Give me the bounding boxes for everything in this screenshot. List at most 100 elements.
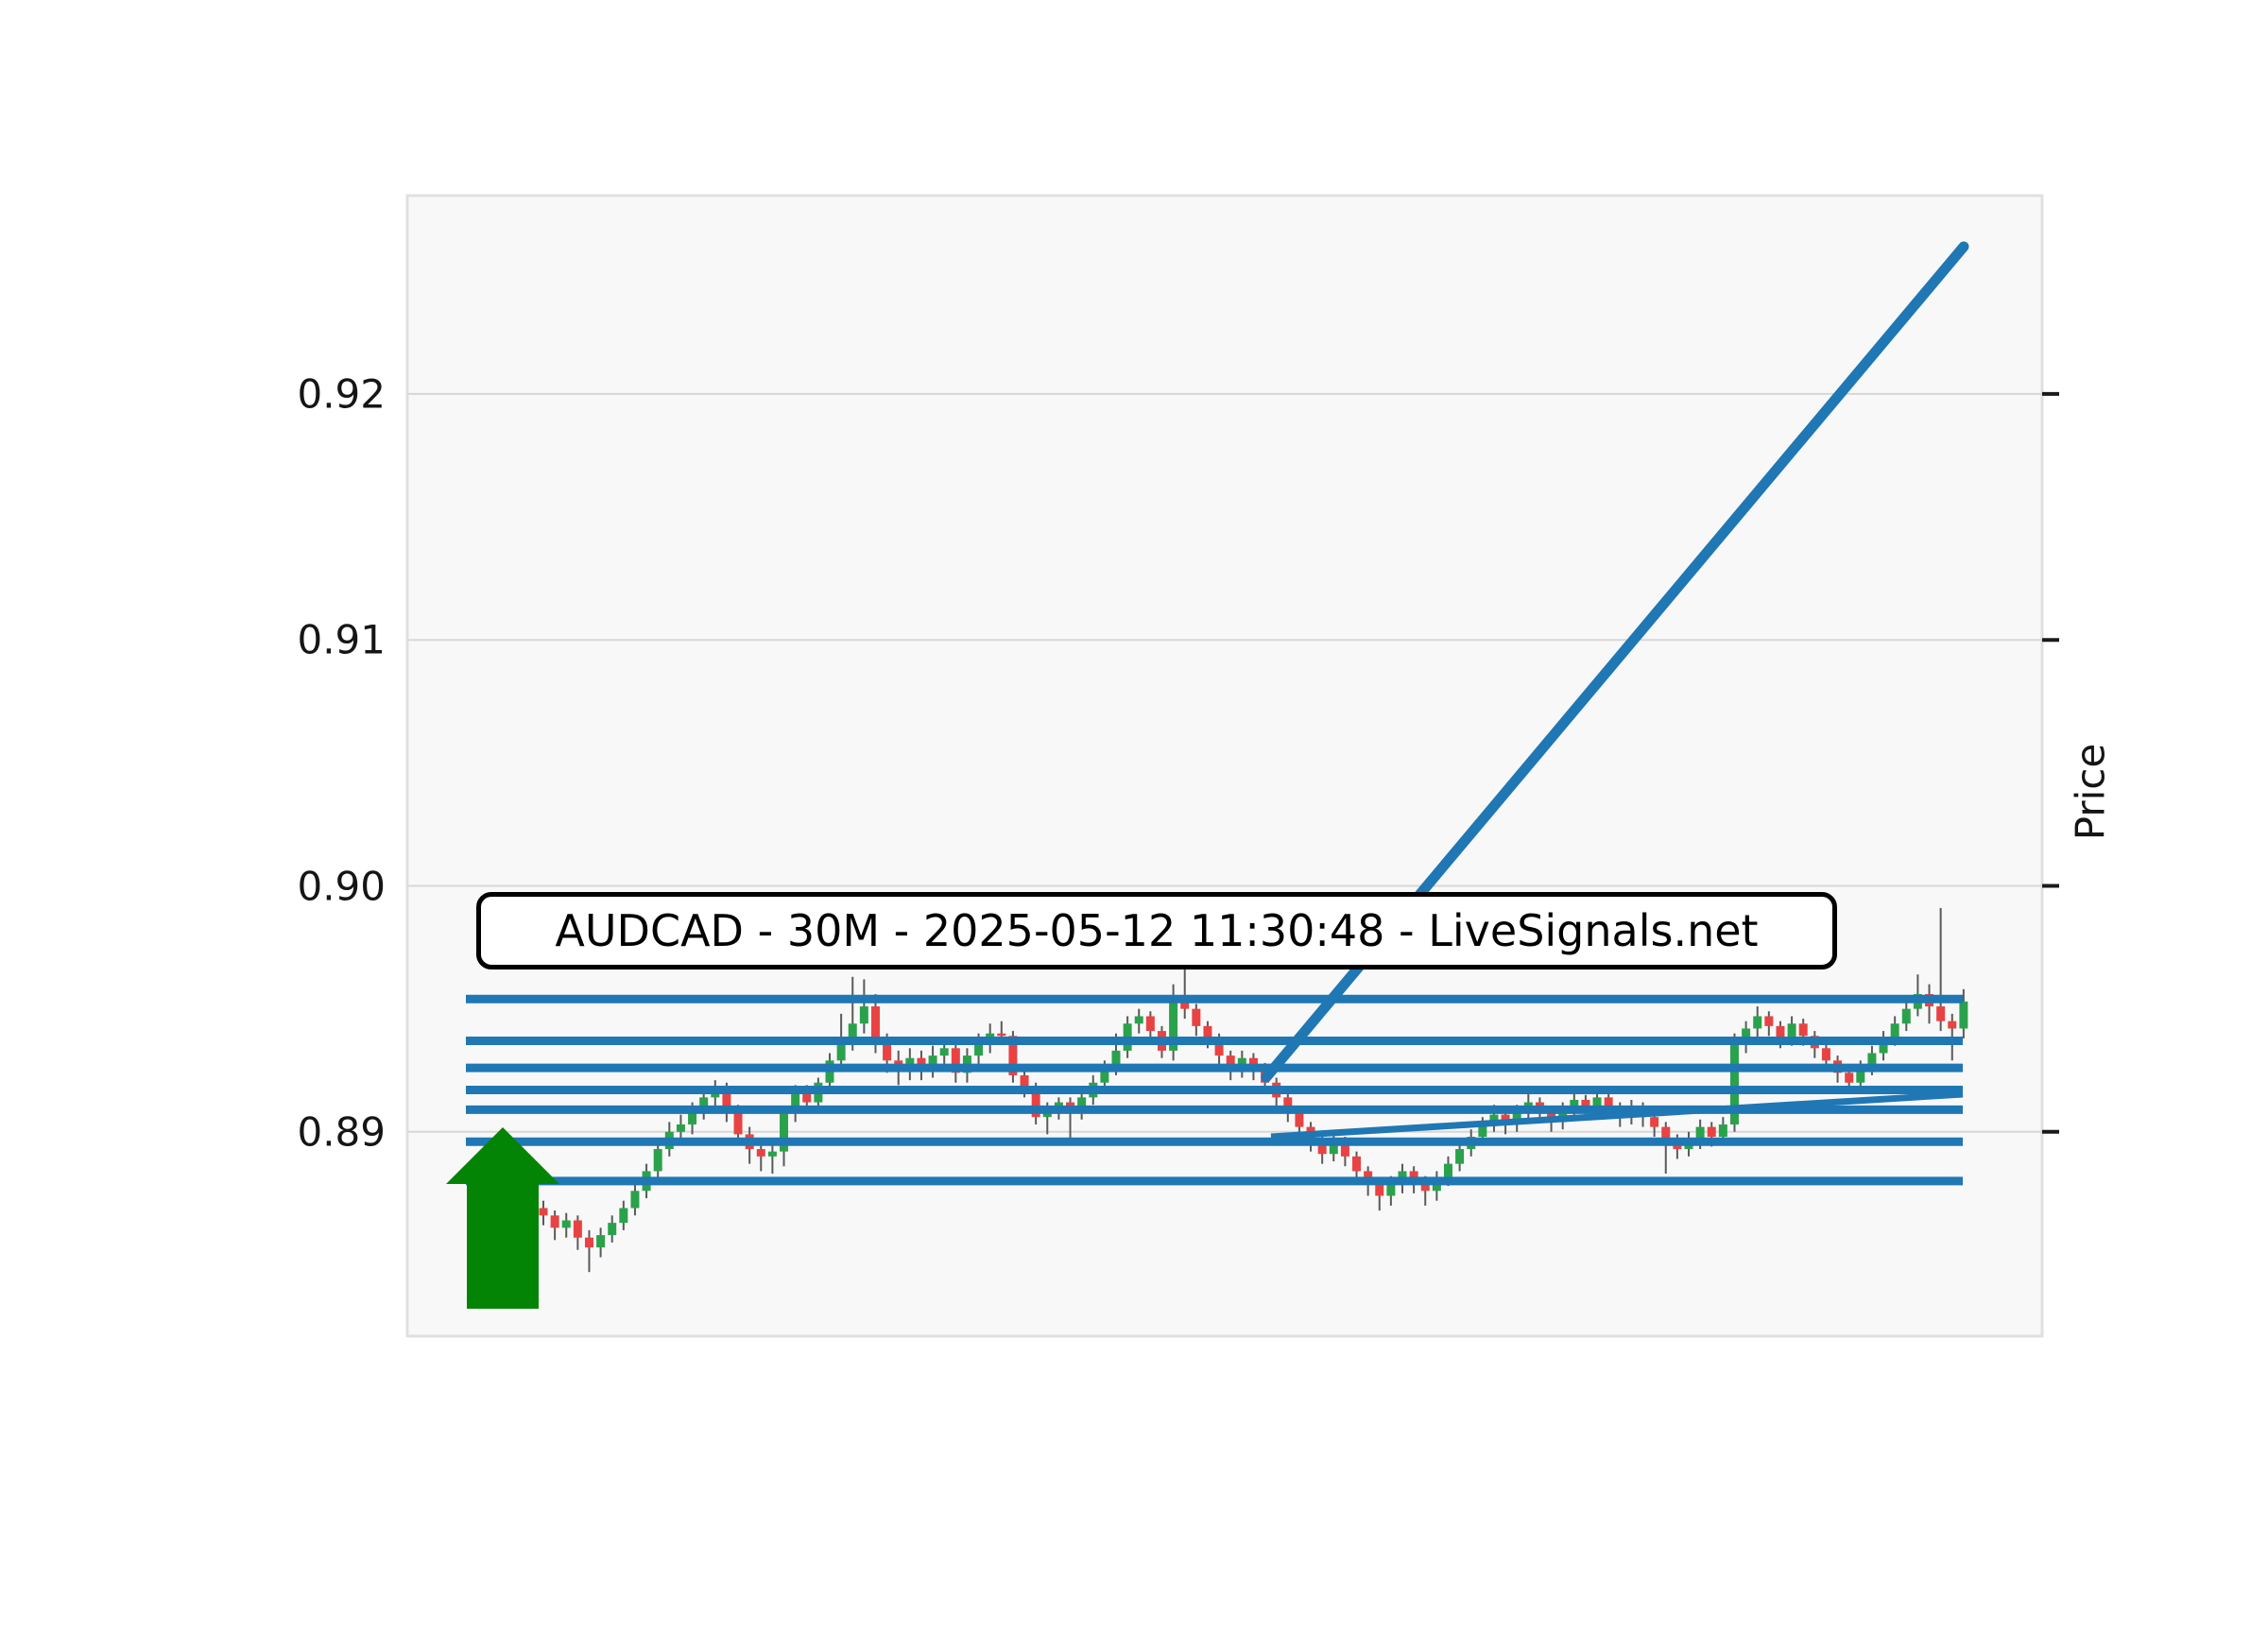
candle-down bbox=[1283, 1097, 1293, 1112]
support-resistance-layer bbox=[466, 994, 1963, 1186]
candle-up bbox=[1959, 1001, 1968, 1029]
candle-down bbox=[573, 1220, 582, 1238]
y-tick-label: 0.91 bbox=[297, 616, 386, 663]
candle-down bbox=[1420, 1180, 1430, 1192]
candle-down bbox=[733, 1111, 743, 1135]
candle-down bbox=[1581, 1099, 1590, 1110]
candle-down bbox=[1764, 1016, 1774, 1026]
candle-down bbox=[802, 1092, 812, 1103]
candle-down bbox=[870, 1006, 880, 1044]
candle-up bbox=[767, 1151, 777, 1157]
candle-up bbox=[928, 1055, 937, 1069]
candle-down bbox=[1661, 1126, 1671, 1140]
candle-up bbox=[1718, 1124, 1727, 1138]
candle-down bbox=[1845, 1072, 1854, 1083]
candle-up bbox=[1592, 1097, 1602, 1110]
plot-border bbox=[405, 194, 2044, 1338]
candle-up bbox=[1695, 1126, 1705, 1140]
candle-down bbox=[1604, 1097, 1613, 1107]
candle-up bbox=[1856, 1068, 1865, 1083]
candle-down bbox=[1821, 1048, 1830, 1061]
candle-up bbox=[630, 1191, 640, 1209]
candle-up bbox=[1386, 1183, 1396, 1196]
candle-down bbox=[1948, 1021, 1957, 1029]
candle-down bbox=[722, 1087, 731, 1112]
candle-up bbox=[1890, 1023, 1899, 1038]
candle-up bbox=[1901, 1008, 1911, 1024]
candle-down bbox=[584, 1237, 593, 1248]
candle-up bbox=[1478, 1124, 1487, 1138]
candle-down bbox=[1375, 1183, 1384, 1196]
candle-up bbox=[699, 1097, 709, 1110]
grid-layer bbox=[407, 392, 2042, 1133]
candle-down bbox=[1776, 1025, 1785, 1038]
chart-title-text: AUDCAD - 30M - 2025-05-12 11:30:48 - Liv… bbox=[555, 905, 1759, 956]
candle-down bbox=[1145, 1016, 1155, 1032]
candle-up bbox=[1455, 1149, 1465, 1164]
candle-down bbox=[1317, 1141, 1327, 1155]
y-tick-label: 0.90 bbox=[297, 863, 386, 909]
candle-up bbox=[1787, 1023, 1796, 1038]
candle-down bbox=[1226, 1055, 1235, 1071]
y-tick-label: 0.89 bbox=[297, 1108, 386, 1156]
candle-down bbox=[917, 1057, 926, 1069]
candle-up bbox=[619, 1208, 628, 1224]
candle-up bbox=[848, 1023, 857, 1041]
candle-up bbox=[974, 1043, 984, 1056]
candle-up bbox=[676, 1124, 685, 1132]
candle-up bbox=[1100, 1068, 1109, 1083]
candle-down bbox=[1409, 1171, 1418, 1181]
y-tick-label: 0.92 bbox=[297, 370, 386, 418]
candle-down bbox=[1340, 1141, 1349, 1157]
candle-down bbox=[550, 1215, 559, 1228]
candle-up bbox=[791, 1092, 800, 1112]
candle-up bbox=[1867, 1053, 1877, 1069]
candle-up bbox=[1489, 1114, 1499, 1124]
candle-down bbox=[1214, 1038, 1224, 1056]
candle-down bbox=[1020, 1074, 1029, 1088]
axis-ticks-layer bbox=[2042, 391, 2059, 1134]
plot-area bbox=[407, 196, 2042, 1336]
rising-trendline bbox=[1270, 1090, 1964, 1141]
candle-up bbox=[780, 1111, 789, 1152]
candle-down bbox=[883, 1043, 892, 1061]
candle-down bbox=[997, 1033, 1006, 1037]
candle-up bbox=[608, 1223, 617, 1236]
candle-up bbox=[1729, 1043, 1739, 1124]
y-axis-title: Price bbox=[2067, 743, 2114, 841]
candle-up bbox=[1753, 1016, 1762, 1029]
candle-up bbox=[1512, 1111, 1521, 1124]
candle-down bbox=[1295, 1111, 1304, 1127]
candle-up bbox=[1879, 1038, 1888, 1054]
candle-down bbox=[1352, 1156, 1362, 1172]
candle-up bbox=[596, 1235, 606, 1248]
candle-down bbox=[1248, 1057, 1258, 1069]
candle-down bbox=[1650, 1117, 1659, 1127]
candle-up bbox=[1742, 1028, 1751, 1044]
candle-down bbox=[756, 1149, 765, 1157]
candle-up bbox=[939, 1048, 949, 1056]
candle-up bbox=[1443, 1163, 1452, 1179]
candle-down bbox=[951, 1048, 960, 1073]
buy-signal-up-arrow bbox=[446, 1127, 559, 1309]
candle-up bbox=[1329, 1141, 1338, 1155]
candle-up bbox=[1169, 996, 1178, 1051]
candle-up bbox=[561, 1220, 571, 1228]
candle-up bbox=[859, 1006, 868, 1024]
candle-up bbox=[1570, 1099, 1579, 1110]
candle-down bbox=[1798, 1023, 1808, 1037]
candle-up bbox=[688, 1109, 697, 1124]
candle-down bbox=[1008, 1036, 1018, 1075]
candle-down bbox=[1707, 1126, 1716, 1138]
candle-down bbox=[1192, 1008, 1201, 1026]
candle-down bbox=[1203, 1025, 1212, 1038]
chart-title-box: AUDCAD - 30M - 2025-05-12 11:30:48 - Liv… bbox=[476, 892, 1837, 969]
plot-background-layer bbox=[405, 194, 2044, 1338]
candle-up bbox=[1111, 1050, 1121, 1069]
candle-up bbox=[836, 1040, 846, 1061]
candle-down bbox=[1031, 1087, 1040, 1118]
candle-up bbox=[653, 1149, 662, 1172]
candle-up bbox=[1134, 1016, 1143, 1024]
